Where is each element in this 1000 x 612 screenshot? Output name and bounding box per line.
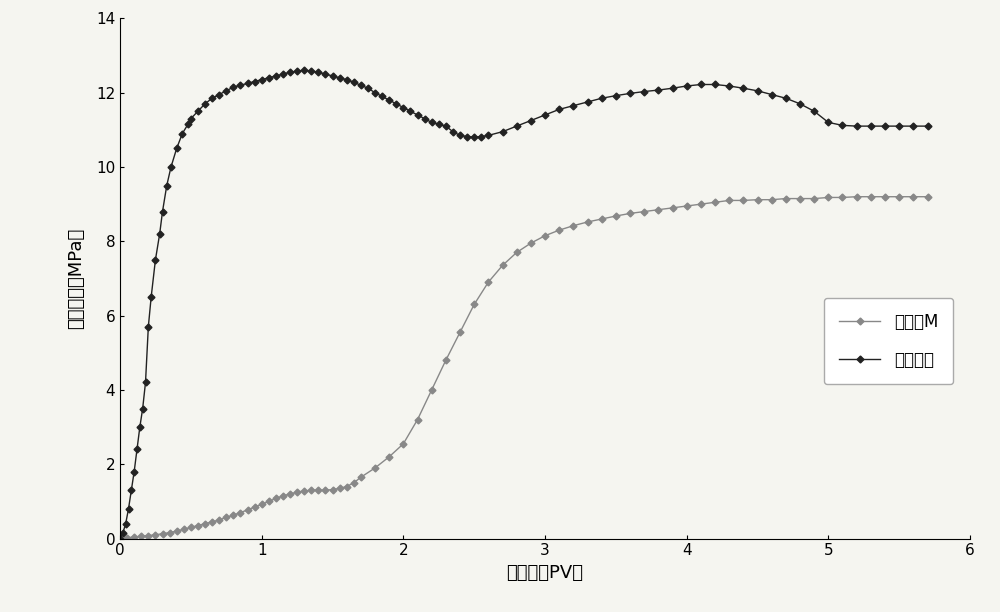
注菌种M [709,199,721,206]
后续水驱 [213,91,225,98]
后续水驱 [165,163,177,171]
注菌种M [851,193,863,200]
后续水驱 [447,128,459,135]
注菌种M [114,535,126,542]
后续水驱 [305,67,317,75]
Legend: 注菌种M, 后续水驱: 注菌种M, 后续水驱 [824,298,953,384]
后续水驱 [114,535,126,542]
注菌种M [737,197,749,204]
后续水驱 [610,92,622,99]
注菌种M [666,204,678,212]
X-axis label: 注入量（PV）: 注入量（PV） [507,564,584,582]
后续水驱 [298,67,310,74]
注菌种M [808,195,820,202]
注菌种M [156,530,168,537]
注菌种M [922,193,934,200]
Y-axis label: 注入压力（MPa）: 注入压力（MPa） [67,228,85,329]
后续水驱 [922,122,934,130]
注菌种M [695,201,707,208]
后续水驱 [326,72,338,80]
Line: 后续水驱: 后续水驱 [118,68,930,541]
Line: 注菌种M: 注菌种M [118,194,930,541]
